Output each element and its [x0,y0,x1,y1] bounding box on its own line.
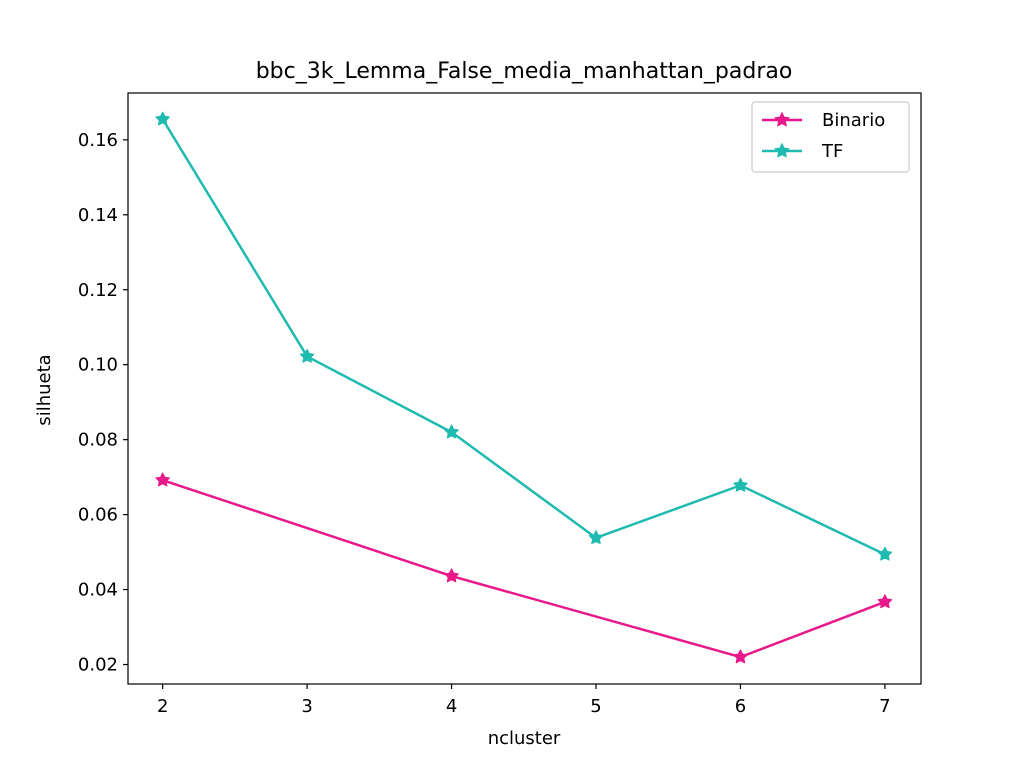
axes-frame [127,92,922,685]
y-tick-label-3: 0.08 [78,430,118,451]
x-tick-label-2: 4 [446,696,457,717]
data-point-tf-0 [155,111,170,126]
data-point-binario-0 [155,472,170,487]
data-point-tf-3 [588,530,604,545]
x-tick-label-1: 3 [301,696,312,717]
y-tick-label-1: 0.04 [78,580,118,601]
y-tick-label-4: 0.10 [78,355,118,376]
y-axis-label: silhueta [34,354,55,425]
data-point-binario-2 [733,649,748,664]
data-point-binario-1 [444,568,459,583]
data-point-tf-4 [733,477,748,492]
y-tick-label-5: 0.12 [78,280,118,301]
data-point-tf-5 [877,546,893,561]
x-tick-label-5: 7 [879,696,890,717]
y-tick-label-2: 0.06 [78,505,118,526]
x-tick-label-3: 5 [590,696,601,717]
legend-label-tf: TF [821,141,843,162]
series-line-tf [161,118,886,556]
data-point-tf-1 [299,348,315,363]
chart-title: bbc_3k_Lemma_False_media_manhattan_padra… [256,59,793,84]
legend: Binario TF [751,101,910,173]
y-tick-label-0: 0.02 [78,655,118,676]
legend-label-binario: Binario [822,110,885,131]
plot-area: 2 3 4 5 6 7 0.02 0.04 0.06 0.08 0.10 0.12 0.14 0.16 [78,92,922,717]
x-tick-label-0: 2 [157,696,168,717]
legend-marker-binario [774,111,790,127]
y-tick-label-6: 0.14 [78,205,118,226]
data-point-binario-3 [877,594,893,609]
y-tick-label-7: 0.16 [78,130,118,151]
x-axis-label: ncluster [488,728,561,749]
data-point-tf-2 [444,424,459,439]
x-tick-label-4: 6 [735,696,746,717]
series-line-binario [162,478,886,659]
legend-marker-tf [774,142,790,158]
